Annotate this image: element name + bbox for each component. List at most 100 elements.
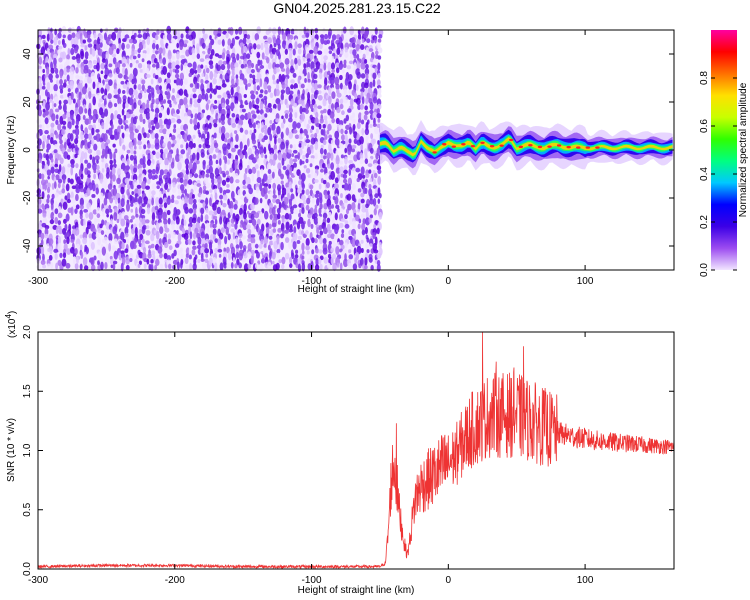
spectrogram-noise-cell — [82, 86, 87, 95]
spectrogram-noise-cell — [301, 93, 305, 102]
spectrogram-noise-cell — [137, 132, 142, 142]
spectrogram-noise-cell — [54, 67, 59, 75]
spectrogram-noise-cell — [360, 61, 366, 70]
spectrogram-noise-cell — [151, 168, 156, 175]
spectrogram-noise-cell — [137, 99, 142, 106]
spectrogram-noise-cell — [252, 43, 257, 50]
spectrogram-noise-cell — [293, 179, 297, 186]
spectrogram-noise-cell — [49, 246, 53, 255]
spectrogram-noise-cell — [255, 186, 260, 194]
spectrogram-noise-cell — [122, 102, 126, 110]
spectrogram-noise-cell — [192, 203, 197, 211]
spectrogram-noise-cell — [74, 153, 78, 159]
spectrogram-noise-cell — [373, 249, 379, 254]
spectrogram-noise-cell — [374, 204, 379, 209]
spectrogram-noise-cell — [43, 153, 46, 158]
spectrogram-noise-cell — [62, 76, 66, 80]
spectrogram-noise-cell — [97, 227, 102, 234]
snr-y-tick: 0.5 — [22, 502, 674, 517]
spectrogram-noise-cell — [273, 43, 277, 48]
spectrogram-noise-cell — [57, 235, 62, 245]
spectrogram-noise-cell — [238, 26, 243, 35]
spectrogram-noise-cell — [313, 68, 318, 73]
spectrogram-noise-cell — [177, 233, 182, 242]
spectrogram-noise-cell — [131, 190, 135, 195]
spectrogram-noise-cell — [301, 34, 307, 39]
spectrogram-noise-cell — [166, 188, 170, 193]
spectrogram-noise-cell — [328, 86, 332, 95]
spectrogram-noise-cell — [242, 58, 248, 66]
spectrogram-noise-cell — [62, 42, 67, 48]
spectrogram-noise-cell — [227, 45, 232, 50]
spectrogram-noise-cell — [125, 264, 130, 271]
spectrogram-noise-cell — [125, 222, 130, 228]
spectrogram-noise-cell — [356, 61, 361, 70]
spectrogram-noise-cell — [62, 218, 67, 224]
spectrogram-noise-cell — [288, 123, 294, 128]
spectrogram-noise-cell — [97, 237, 101, 246]
spectrogram-noise-cell — [301, 250, 305, 255]
spectrogram-noise-cell — [327, 233, 332, 239]
spectrogram-noise-cell — [38, 82, 43, 91]
spectrogram-noise-cell — [205, 253, 209, 258]
spectrogram-noise-cell — [50, 261, 54, 269]
spectrogram-noise-cell — [340, 244, 345, 250]
spectrogram-noise-cell — [105, 51, 110, 60]
spectrogram-noise-cell — [129, 131, 135, 141]
spectrogram-noise-cell — [359, 158, 364, 165]
spectrogram-noise-cell — [280, 131, 284, 140]
spectrogram-noise-cell — [281, 81, 286, 90]
spectrogram-noise-cell — [318, 237, 324, 245]
spectrogram-noise-cell — [349, 115, 353, 121]
spectrogram-noise-cell — [57, 220, 62, 226]
spectrogram-noise-cell — [229, 129, 234, 134]
spectrogram-noise-cell — [167, 217, 171, 225]
spectrogram-noise-cell — [134, 49, 138, 55]
spectrogram-noise-cell — [114, 118, 118, 124]
spectrogram-noise-cell — [41, 34, 46, 40]
spectrogram-noise-cell — [286, 64, 289, 69]
spectrogram-noise-cell — [222, 194, 228, 201]
spectrogram-noise-cell — [59, 78, 63, 86]
spectrogram-noise-cell — [289, 144, 293, 149]
spectrogram-noise-cell — [80, 43, 85, 48]
spectrogram-noise-cell — [164, 164, 169, 169]
spectrogram-noise-cell — [58, 206, 62, 215]
spectrogram-noise-cell — [339, 208, 344, 212]
spectrogram-noise-cell — [224, 132, 230, 139]
spectrogram-noise-cell — [152, 39, 156, 44]
spectrogram-noise-cell — [297, 152, 301, 160]
spectrogram-noise-cell — [100, 111, 105, 119]
spectrogram-noise-cell — [360, 248, 364, 253]
snr-x-tick: -200 — [165, 332, 185, 586]
spectrogram-noise-cell — [348, 159, 353, 164]
spectrogram-noise-cell — [319, 118, 324, 124]
spectrogram-noise-cell — [250, 110, 256, 115]
spectrogram-noise-cell — [168, 245, 173, 251]
spectrogram-noise-cell — [243, 34, 248, 39]
spectrogram-noise-cell — [86, 170, 91, 176]
spectrogram-noise-cell — [48, 98, 53, 103]
spectrogram-noise-cell — [268, 235, 273, 240]
spectrogram-noise-cell — [339, 103, 344, 110]
spectrogram-noise-cell — [254, 33, 260, 41]
spectrogram-noise-cell — [180, 54, 185, 59]
spectrogram-noise-cell — [121, 56, 127, 65]
spectrogram-noise-cell — [349, 53, 354, 60]
spectrogram-noise-cell — [271, 108, 277, 115]
spectrogram-noise-cell — [271, 98, 276, 105]
spectrogram-noise-cell — [227, 93, 231, 99]
spectrogram-noise-cell — [99, 223, 103, 229]
spectrogram-noise-cell — [172, 212, 177, 222]
spectrogram-noise-cell — [359, 136, 364, 145]
spectrogram-noise-cell — [246, 34, 251, 40]
spectrogram-noise-cell — [169, 103, 172, 108]
spectrogram-noise-cell — [335, 117, 340, 125]
spectrogram-noise-cell — [328, 50, 333, 55]
spectrogram-noise-cell — [93, 143, 98, 151]
spectrogram-noise-cell — [135, 254, 140, 259]
spectrogram-x-tick-label: -300 — [28, 276, 48, 287]
spectrogram-noise-cell — [64, 231, 68, 240]
spectrogram-noise-cell — [109, 151, 113, 160]
spectrogram-noise-cell — [294, 41, 298, 50]
